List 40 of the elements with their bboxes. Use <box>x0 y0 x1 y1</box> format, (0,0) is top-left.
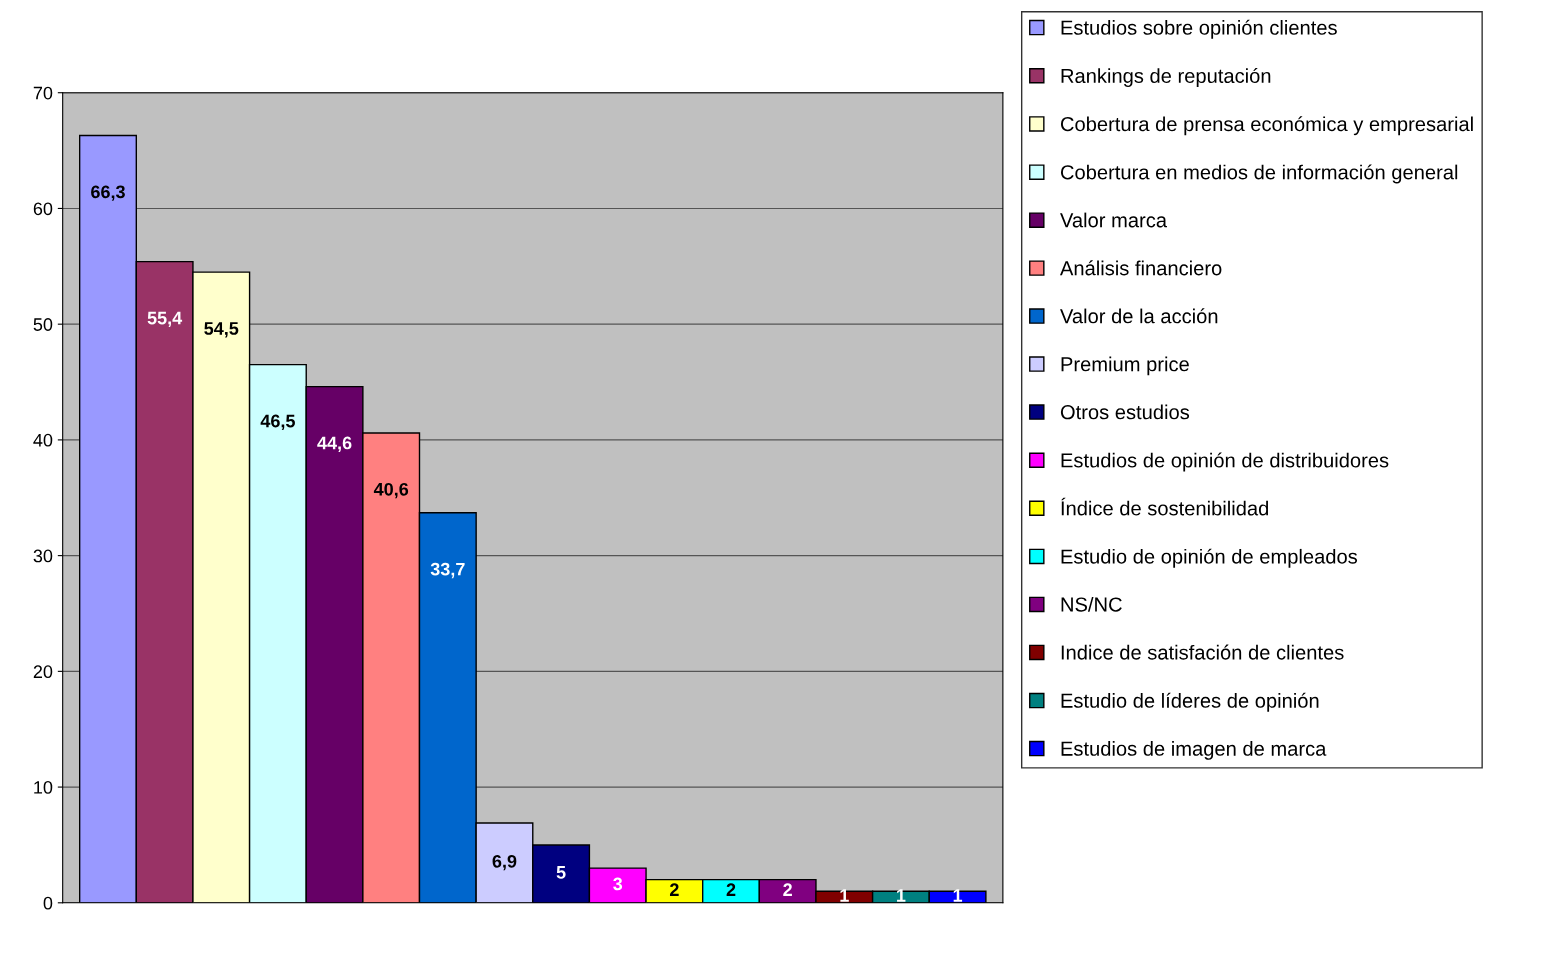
data-label: 5 <box>556 866 566 879</box>
data-label: 2 <box>726 883 736 896</box>
legend-label: Estudio de opinión de empleados <box>1061 548 1358 568</box>
data-label: 1 <box>840 889 849 902</box>
data-label: 44,6 <box>317 436 352 452</box>
y-tick-label: 40 <box>33 433 53 447</box>
legend-label: Análisis financiero <box>1059 260 1222 276</box>
data-label: 1 <box>897 889 906 902</box>
data-label: 33,7 <box>430 562 465 579</box>
legend-label: Indice de satisfación de clientes <box>1061 644 1344 660</box>
data-label: 1 <box>953 889 963 902</box>
y-tick-label: 10 <box>34 781 53 794</box>
data-label: 6,9 <box>492 854 517 871</box>
data-label: 2 <box>669 883 679 896</box>
y-tick-label: 50 <box>33 318 53 331</box>
legend-label: Valor de la acción <box>1060 308 1218 324</box>
legend-label: Otros estudios <box>1060 404 1190 420</box>
y-tick-label: 30 <box>33 549 53 563</box>
legend-label: Estudios sobre opinión clientes <box>1061 19 1337 39</box>
legend-label: Cobertura en medios de información general <box>1060 164 1458 184</box>
legend-label: Rankings de reputación <box>1061 67 1271 87</box>
y-tick-label: 70 <box>33 86 53 100</box>
data-label: 66,3 <box>91 185 125 201</box>
y-tick-label: 60 <box>33 202 53 216</box>
legend-label: Estudio de líderes de opinión <box>1061 692 1319 712</box>
data-label: 40,6 <box>373 482 409 499</box>
y-tick-label: 0 <box>43 896 53 910</box>
data-label: 2 <box>783 883 792 896</box>
legend-label: Estudios de imagen de marca <box>1061 741 1327 760</box>
legend-label: Estudios de opinión de distribuidores <box>1061 452 1389 472</box>
legend-label: NS/NC <box>1061 596 1122 612</box>
data-label: 46,5 <box>260 414 295 430</box>
data-label: 54,5 <box>204 322 239 338</box>
data-label: 55,4 <box>147 311 183 328</box>
legend-label: Cobertura de prensa económica y empresarial <box>1060 116 1473 136</box>
y-tick-label: 20 <box>33 665 53 679</box>
legend-label: Índice de sostenibilidad <box>1061 497 1269 516</box>
legend-label: Valor marca <box>1060 212 1168 228</box>
legend-label: Premium price <box>1061 356 1189 376</box>
data-label: 3 <box>613 877 623 891</box>
